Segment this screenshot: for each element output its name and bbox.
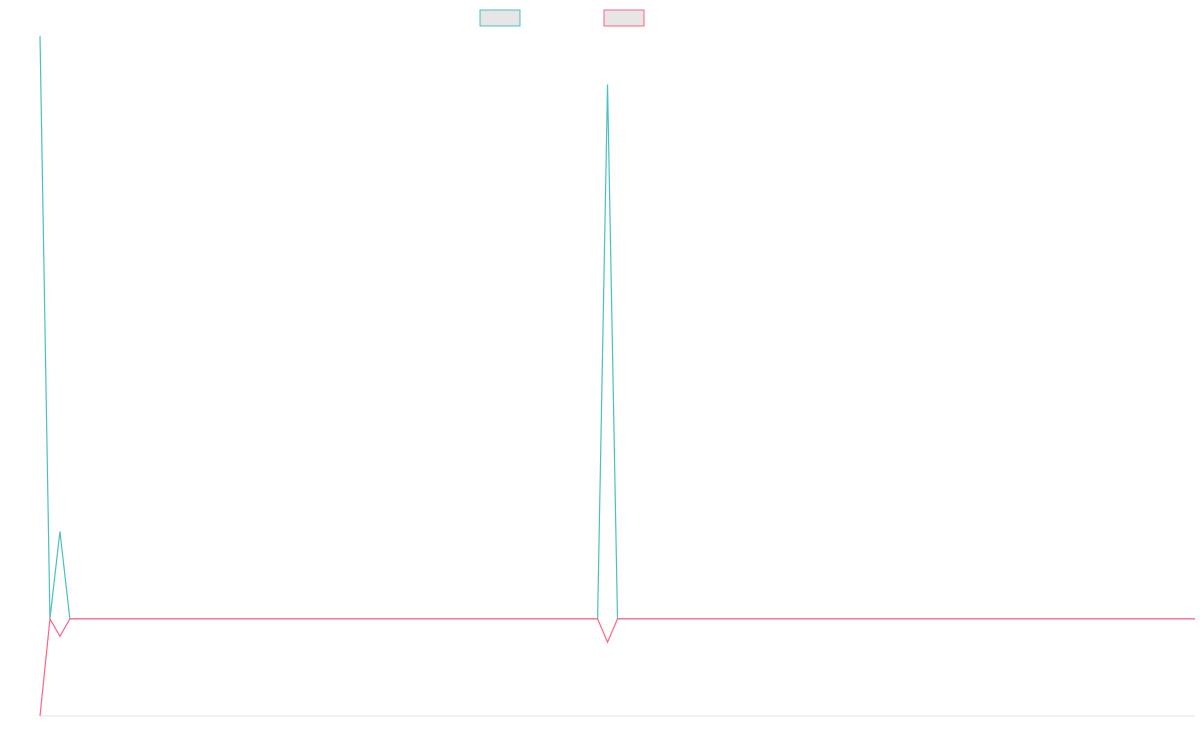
series-line-1 [39, 35, 1195, 620]
legend [479, 9, 645, 27]
legend-swatch-1[interactable] [479, 9, 521, 27]
plot-area [39, 35, 1195, 717]
legend-swatch-2[interactable] [603, 9, 645, 27]
series-line-2 [39, 616, 1195, 717]
